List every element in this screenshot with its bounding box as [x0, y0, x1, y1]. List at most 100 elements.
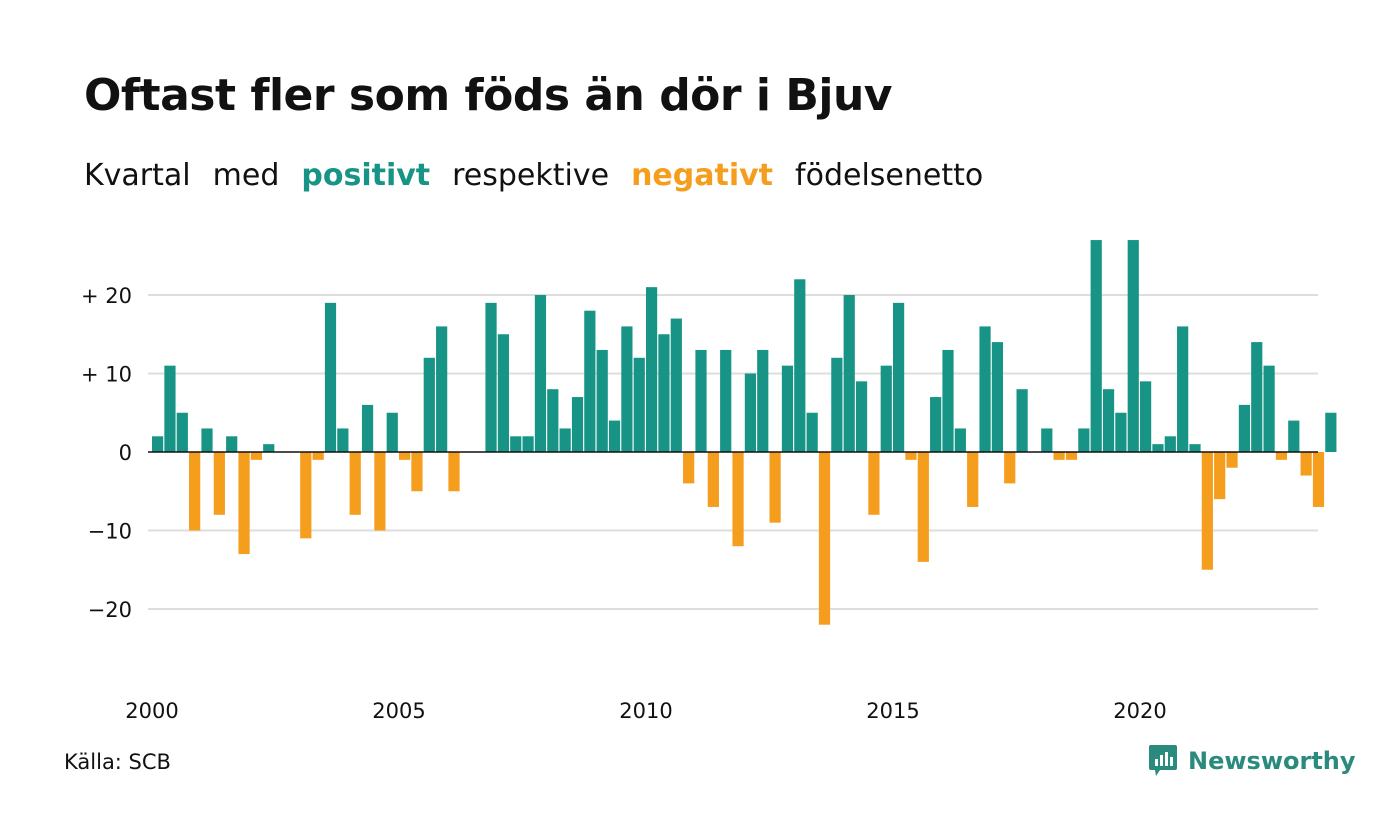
bar-quarter-92 [1275, 452, 1288, 460]
bar-quarter-81 [1140, 381, 1152, 452]
y-tick-label: + 10 [81, 363, 132, 387]
bar-quarter-55 [818, 452, 831, 625]
bar-quarter-13 [300, 452, 312, 539]
bar-quarter-41 [646, 287, 658, 452]
bar-quarter-29 [497, 334, 509, 452]
bar-quarter-46 [707, 452, 719, 507]
bar-quarter-89 [1238, 404, 1250, 452]
bar-quarter-2 [164, 365, 176, 452]
bar-quarter-4 [189, 452, 201, 531]
bar-quarter-67 [967, 452, 979, 507]
bar-quarter-56 [831, 357, 843, 452]
subtitle-end: födelsenetto [795, 158, 984, 193]
bar-quarter-79 [1115, 412, 1127, 452]
bar-quarter-7 [226, 436, 238, 452]
bar-quarter-78 [1102, 389, 1115, 452]
bar-quarter-71 [1016, 389, 1028, 452]
x-axis-labels: 2000 2005 2010 2015 2020 [125, 699, 1166, 723]
bar-quarter-8 [238, 452, 250, 555]
x-tick-label-2015: 2015 [866, 699, 919, 723]
bar-quarter-20 [386, 412, 398, 452]
bar-quarter-65 [942, 349, 954, 452]
bar-quarter-96 [1325, 412, 1337, 452]
bar-quarter-53 [794, 279, 806, 452]
bar-quarter-42 [658, 334, 670, 452]
bar-quarter-18 [361, 404, 374, 452]
x-tick-label-2005: 2005 [372, 699, 425, 723]
bar-quarter-19 [374, 452, 386, 531]
bar-quarter-9 [250, 452, 262, 460]
bar-quarter-88 [1226, 452, 1238, 468]
bar-quarter-93 [1288, 420, 1300, 452]
bar-quarter-77 [1090, 240, 1102, 452]
bar-quarter-85 [1189, 444, 1201, 452]
bar-quarter-95 [1312, 452, 1325, 507]
bar-quarter-3 [176, 412, 188, 452]
bar-quarter-52 [781, 365, 794, 452]
source-note: Källa: SCB [64, 750, 171, 774]
subtitle-word-med: med [212, 158, 280, 193]
bar-quarter-59 [868, 452, 880, 515]
bar-quarter-25 [448, 452, 460, 492]
bar-quarter-44 [683, 452, 695, 484]
bar-quarter-21 [399, 452, 411, 460]
x-tick-label-2020: 2020 [1113, 699, 1166, 723]
bar-quarter-39 [621, 326, 633, 452]
bar-quarter-66 [954, 428, 966, 452]
bar-quarter-32 [534, 295, 547, 452]
bar-quarter-23 [423, 357, 435, 452]
bar-quarter-90 [1251, 342, 1263, 452]
subtitle-middle: respektive [452, 158, 610, 193]
bar-quarter-5 [201, 428, 213, 452]
bar-quarter-38 [608, 420, 621, 452]
bar-quarter-47 [720, 349, 732, 452]
subtitle-word-kvartal: Kvartal [84, 158, 191, 193]
bar-quarter-50 [757, 349, 769, 452]
y-axis-labels: + 20 + 10 0 −10 −20 [81, 284, 132, 622]
chart-title: Oftast fler som föds än dör i Bjuv [84, 70, 892, 121]
bar-quarter-91 [1263, 365, 1275, 452]
y-tick-label: −20 [88, 598, 132, 622]
bar-quarter-86 [1201, 452, 1213, 570]
bar-quarter-43 [670, 318, 682, 452]
bars [152, 240, 1337, 625]
bar-quarter-83 [1164, 436, 1176, 452]
bar-quarter-61 [893, 302, 905, 452]
bar-quarter-76 [1078, 428, 1090, 452]
bar-quarter-51 [769, 452, 781, 523]
bar-quarter-15 [324, 302, 337, 452]
bar-quarter-54 [806, 412, 818, 452]
bar-quarter-87 [1214, 452, 1226, 500]
bar-quarter-16 [337, 428, 349, 452]
bar-quarter-62 [905, 452, 917, 460]
bar-quarter-45 [695, 349, 707, 452]
bar-quarter-28 [485, 302, 497, 452]
bar-quarter-82 [1152, 444, 1164, 452]
bar-quarter-40 [633, 357, 645, 452]
bar-quarter-33 [547, 389, 559, 452]
bar-quarter-63 [917, 452, 929, 562]
bar-quarter-84 [1177, 326, 1189, 452]
bar-quarter-14 [312, 452, 324, 460]
bar-quarter-94 [1300, 452, 1312, 476]
brand-name: Newsworthy [1188, 747, 1356, 775]
bar-quarter-80 [1127, 240, 1139, 452]
bar-quarter-36 [584, 310, 596, 452]
bar-quarter-30 [510, 436, 522, 452]
bar-quarter-49 [744, 373, 756, 452]
y-tick-label: + 20 [81, 284, 132, 308]
bar-quarter-57 [843, 295, 855, 452]
bar-quarter-6 [213, 452, 225, 515]
subtitle-positive: positivt [301, 158, 431, 193]
bar-quarter-1 [152, 436, 164, 452]
bar-quarter-70 [1004, 452, 1016, 484]
subtitle-negative: negativt [631, 158, 774, 193]
bar-quarter-75 [1065, 452, 1078, 460]
bar-quarter-68 [979, 326, 991, 452]
y-tick-label: 0 [119, 441, 132, 465]
bar-quarter-58 [855, 381, 868, 452]
y-tick-label: −10 [88, 520, 132, 544]
bar-quarter-64 [930, 397, 942, 452]
bar-quarter-35 [571, 397, 584, 452]
bar-quarter-74 [1053, 452, 1065, 460]
